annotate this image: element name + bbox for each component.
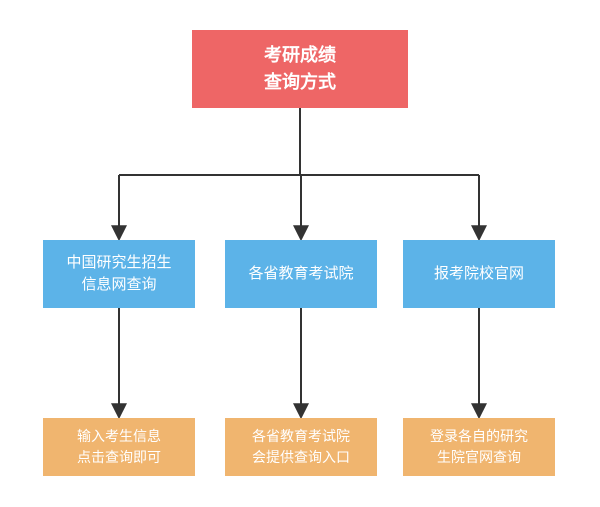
leaf-node-1: 输入考生信息 点击查询即可 [43,418,195,476]
child-node-1: 中国研究生招生 信息网查询 [43,240,195,308]
leaf-node-2: 各省教育考试院 会提供查询入口 [225,418,377,476]
child-node-2: 各省教育考试院 [225,240,377,308]
leaf2-line2: 会提供查询入口 [252,447,350,468]
root-node: 考研成绩 查询方式 [192,30,408,108]
root-line2: 查询方式 [264,69,336,96]
root-line1: 考研成绩 [264,42,336,69]
child-node-3: 报考院校官网 [403,240,555,308]
child1-line1: 中国研究生招生 [66,252,171,275]
leaf3-line2: 生院官网查询 [430,447,528,468]
leaf2-line1: 各省教育考试院 [252,426,350,447]
leaf1-line1: 输入考生信息 [77,426,161,447]
leaf1-line2: 点击查询即可 [77,447,161,468]
child1-line2: 信息网查询 [66,274,171,297]
leaf-node-3: 登录各自的研究 生院官网查询 [403,418,555,476]
leaf3-line1: 登录各自的研究 [430,426,528,447]
child3-line1: 报考院校官网 [434,263,524,286]
child2-line1: 各省教育考试院 [248,263,353,286]
